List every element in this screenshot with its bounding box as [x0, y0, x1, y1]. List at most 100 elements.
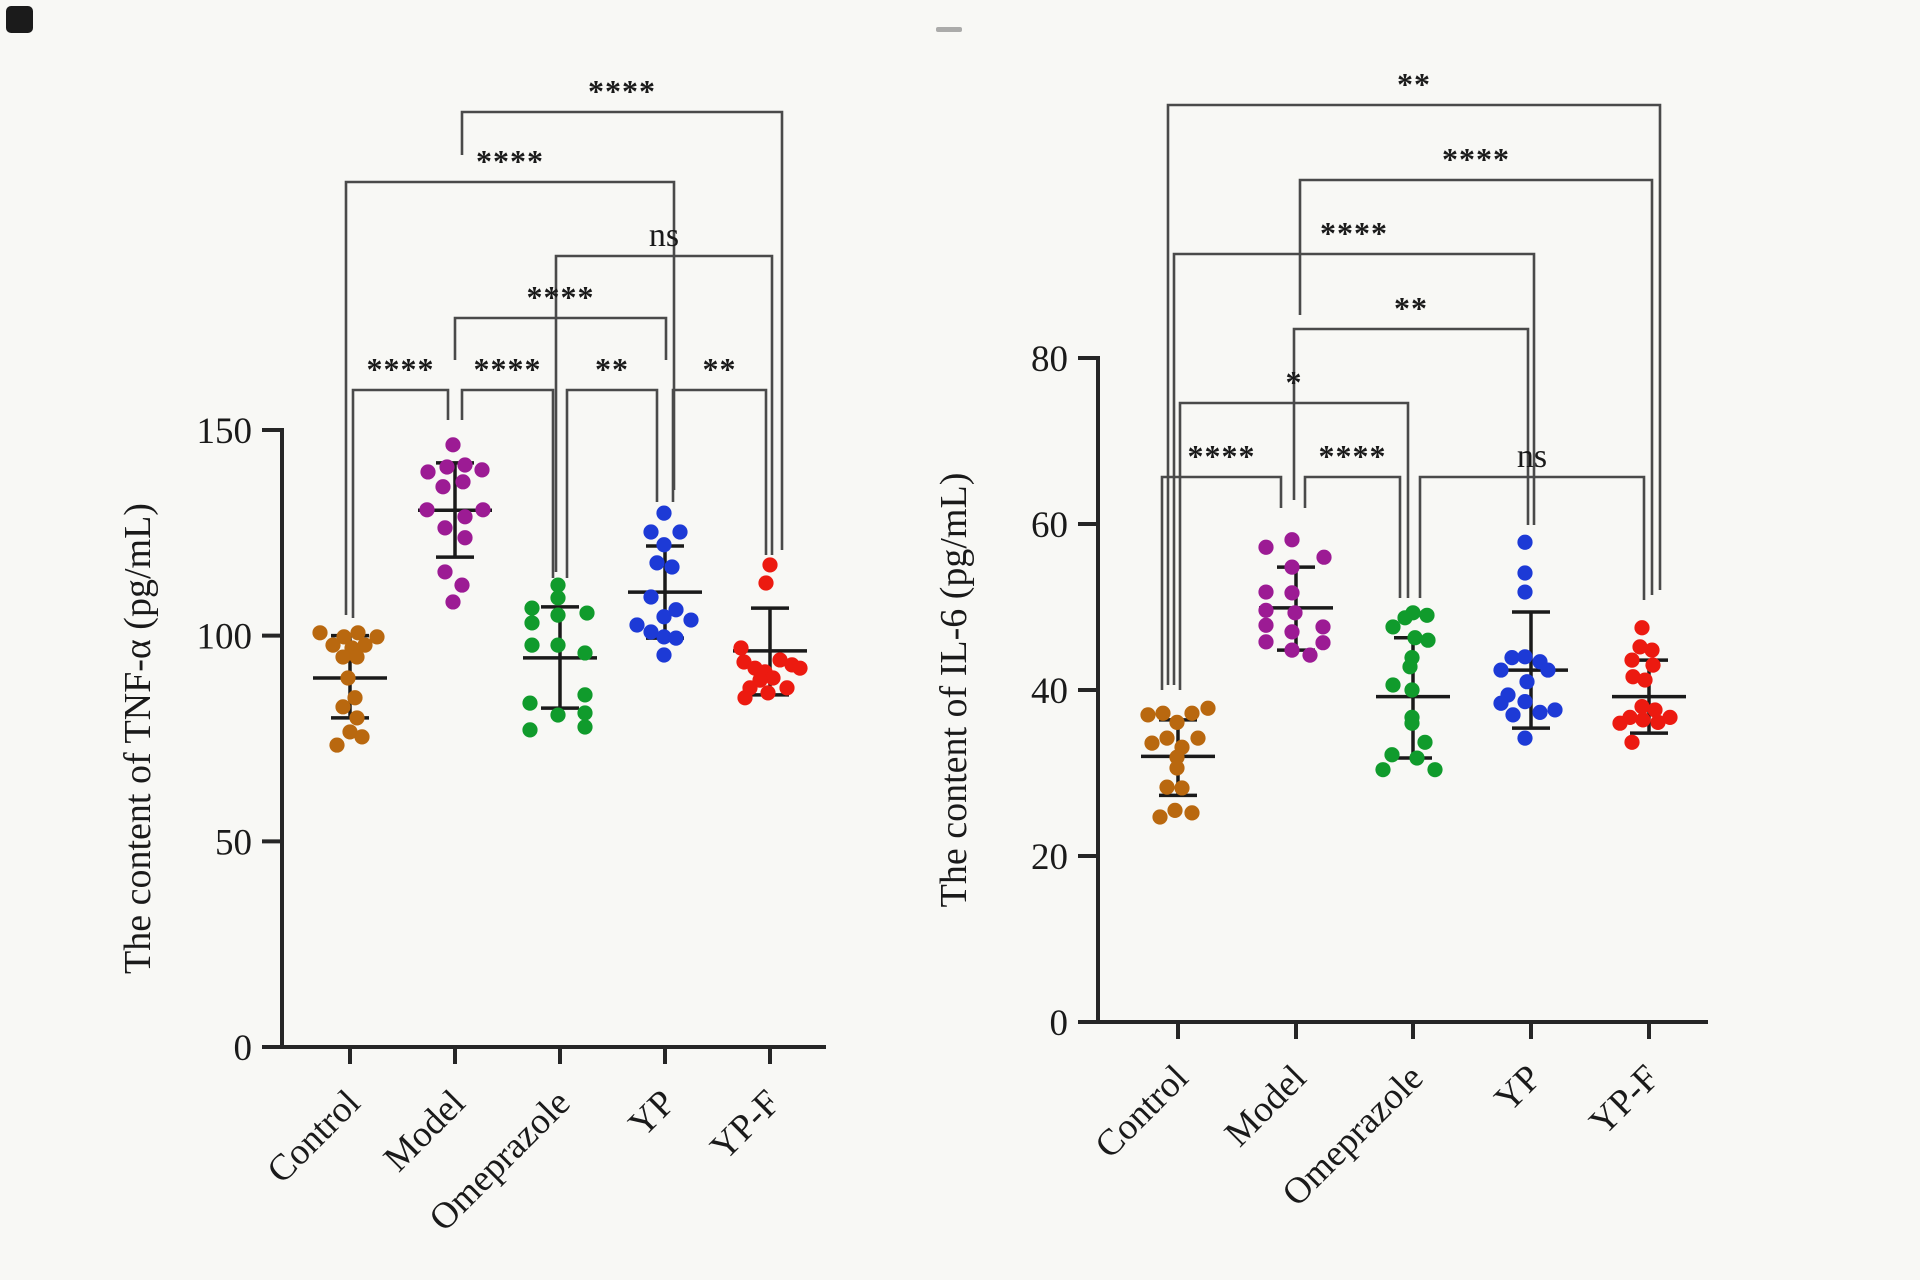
data-point-omeprazole: [524, 615, 540, 631]
data-point-control: [329, 737, 345, 753]
y-axis: 0 50 100 150: [197, 411, 284, 1069]
data-point-omeprazole: [522, 722, 538, 738]
data-point-yp: [1519, 674, 1535, 690]
data-point-yp-f: [765, 670, 781, 686]
data-point-control: [357, 637, 373, 653]
data-point-model: [1315, 619, 1331, 635]
corner-mark: [6, 6, 33, 33]
data-point-yp-f: [1650, 714, 1666, 730]
data-point-omeprazole: [1397, 610, 1413, 626]
data-point-model: [437, 564, 453, 580]
data-point-model: [474, 462, 490, 478]
data-point-omeprazole: [1417, 734, 1433, 750]
y-tick-label: 80: [1031, 339, 1068, 380]
sig-label: **: [703, 351, 737, 387]
data-point-omeprazole: [1407, 630, 1423, 646]
sig-label: ****: [1319, 438, 1387, 474]
data-point-omeprazole: [1385, 619, 1401, 635]
data-point-omeprazole: [550, 590, 566, 606]
data-point-control: [354, 729, 370, 745]
data-point-yp: [656, 609, 672, 625]
data-point-yp-f: [1612, 715, 1628, 731]
data-point-yp: [1504, 650, 1520, 666]
data-point-yp: [683, 612, 699, 628]
data-point-model: [475, 502, 491, 518]
series-yp: [629, 505, 699, 663]
data-point-model: [435, 479, 451, 495]
data-point-control: [369, 629, 385, 645]
data-point-control: [1167, 802, 1183, 818]
data-point-model: [1315, 635, 1331, 651]
data-point-yp-f: [762, 557, 778, 573]
data-point-yp: [1493, 662, 1509, 678]
data-point-yp-f: [1645, 657, 1661, 673]
data-point-yp-f: [1625, 669, 1641, 685]
data-point-yp: [656, 537, 672, 553]
data-point-yp-f: [772, 652, 788, 668]
data-point-yp: [643, 589, 659, 605]
data-point-omeprazole: [1402, 659, 1418, 675]
y-tick-label: 40: [1031, 671, 1068, 712]
sig-comparison-tnf-alpha-2: ****: [344, 143, 676, 615]
data-point-omeprazole: [550, 607, 566, 623]
data-point-yp-f: [1624, 652, 1640, 668]
data-point-model: [457, 530, 473, 546]
data-point-model: [1287, 605, 1303, 621]
series-control: [312, 625, 385, 753]
data-point-control: [1184, 805, 1200, 821]
data-point-omeprazole: [1404, 715, 1420, 731]
data-point-yp: [656, 505, 672, 521]
data-point-control: [335, 649, 351, 665]
category-label-control: Control: [259, 1082, 368, 1191]
data-point-control: [1155, 705, 1171, 721]
data-point-yp-f: [1632, 639, 1648, 655]
data-point-control: [1152, 809, 1168, 825]
category-label-yp-f: YP-F: [703, 1082, 789, 1168]
data-point-yp: [668, 602, 684, 618]
data-point-yp: [649, 555, 665, 571]
data-point-yp-f: [1662, 709, 1678, 725]
sig-comparison-tnf-alpha-7: **: [565, 351, 659, 578]
data-point-control: [350, 625, 366, 641]
y-tick-label: 0: [234, 1028, 253, 1069]
data-point-yp: [643, 524, 659, 540]
sig-bracket: [1172, 252, 1536, 685]
scan-artifacts: [6, 6, 962, 33]
y-axis-title: The content of TNF-α (pg/mL): [117, 503, 159, 974]
data-point-control: [1174, 780, 1190, 796]
data-point-omeprazole: [1420, 632, 1436, 648]
sig-bracket: [1418, 475, 1646, 600]
data-point-yp-f: [737, 690, 753, 706]
data-point-yp: [656, 647, 672, 663]
data-point-control: [1169, 760, 1185, 776]
data-point-model: [437, 520, 453, 536]
data-point-model: [419, 502, 435, 518]
sig-bracket: [1303, 475, 1402, 598]
data-point-model: [1258, 634, 1274, 650]
series-omeprazole: [1375, 605, 1443, 778]
data-point-yp: [629, 617, 645, 633]
data-point-model: [1302, 647, 1318, 663]
data-point-control: [1140, 707, 1156, 723]
data-point-model: [1258, 602, 1274, 618]
data-point-control: [1200, 700, 1216, 716]
data-point-omeprazole: [1409, 750, 1425, 766]
series-model: [419, 437, 491, 610]
data-point-yp: [1517, 694, 1533, 710]
y-tick-label: 0: [1050, 1003, 1069, 1044]
data-point-model: [455, 474, 471, 490]
data-point-control: [349, 649, 365, 665]
data-point-omeprazole: [550, 707, 566, 723]
data-point-model: [457, 509, 473, 525]
sig-bracket: [1160, 475, 1283, 690]
data-point-yp: [1517, 649, 1533, 665]
data-point-yp: [643, 624, 659, 640]
sig-bracket: [351, 388, 450, 618]
y-tick-label: 50: [215, 822, 252, 863]
sig-label: *: [1286, 364, 1303, 400]
data-point-yp: [1517, 565, 1533, 581]
data-point-model: [1316, 549, 1332, 565]
sig-bracket: [1178, 401, 1410, 690]
